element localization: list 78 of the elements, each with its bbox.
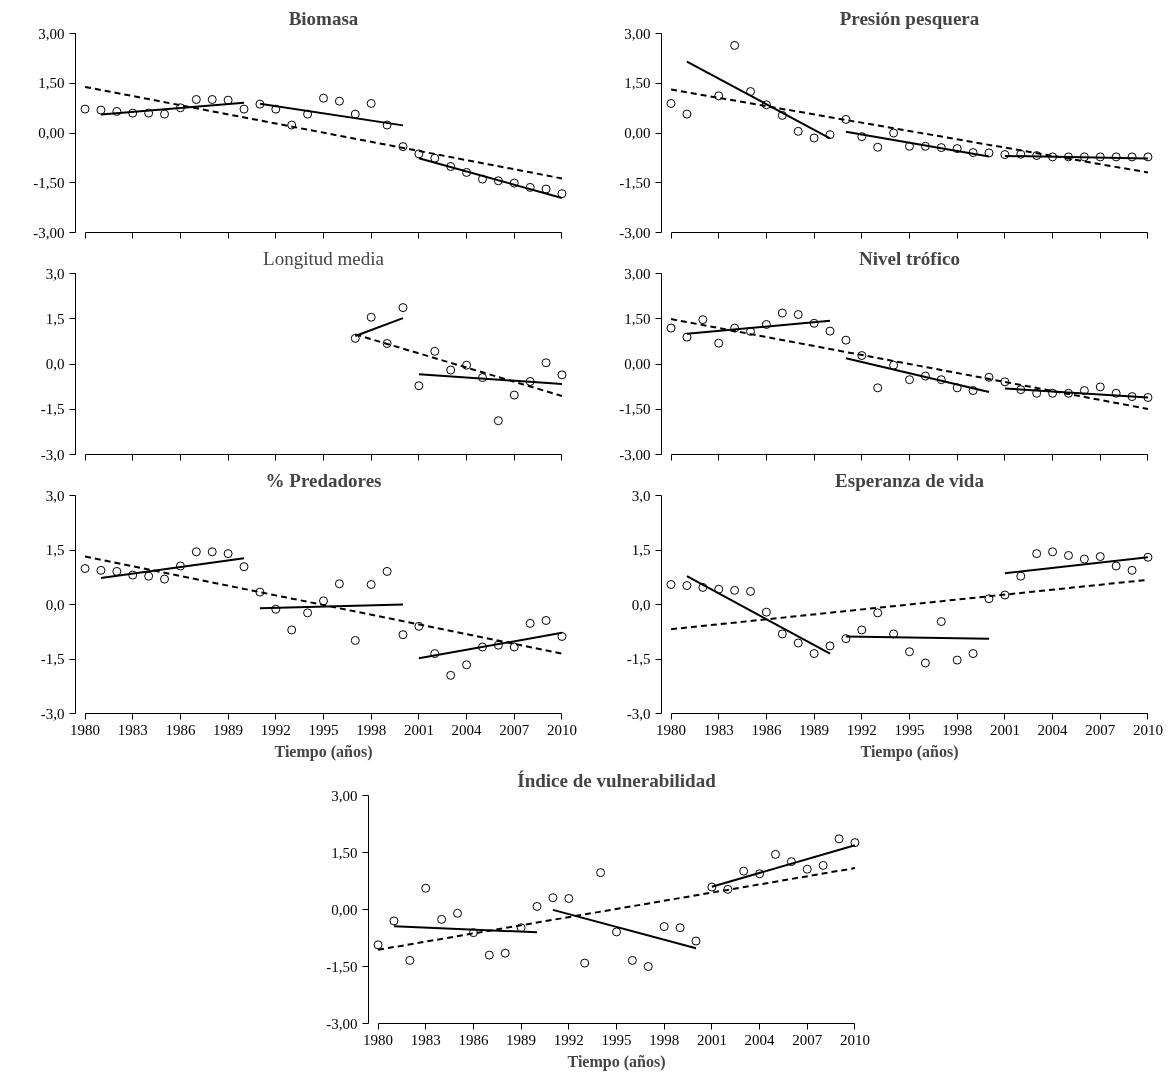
x-tick-label: 1989 [799,721,830,738]
chart-title: Longitud media [263,247,385,269]
y-tick-label: -1,50 [33,174,65,191]
y-tick-label: 0,00 [624,125,651,141]
x-tick-label: 1995 [894,721,925,738]
x-tick-label: 1980 [70,721,101,738]
y-tick-label: -1,50 [326,958,358,975]
chart-title: Nivel trófico [859,247,960,269]
x-tick-label: 1992 [553,1031,584,1048]
x-tick-label: 1983 [703,721,734,738]
y-tick-label: 0,00 [624,356,651,372]
y-tick-label: -3,0 [626,705,651,722]
y-tick-label: 1,5 [631,542,651,558]
x-tick-label: 1998 [356,721,387,738]
y-tick-label: -1,5 [626,651,651,667]
x-tick-label: 1998 [942,721,973,738]
y-tick-label: -1,5 [40,401,65,418]
x-axis-title: Tiempo (años) [274,742,373,761]
x-tick-label: 1986 [165,721,196,738]
chart-title: Esperanza de vida [835,469,985,491]
y-tick-label: 3,00 [38,25,65,42]
y-tick-label: -3,0 [40,446,65,463]
y-tick-label: 0,0 [631,596,651,613]
y-tick-label: 3,00 [331,787,358,804]
y-tick-label: -3,00 [326,1015,358,1032]
y-tick-label: 1,50 [624,310,651,327]
y-tick-label: -3,00 [33,224,65,241]
x-tick-label: 1983 [410,1031,441,1048]
y-tick-label: 3,00 [624,25,651,42]
x-axis-title: Tiempo (años) [567,1052,666,1071]
y-tick-label: 0,00 [331,901,358,918]
x-tick-label: 2007 [499,721,530,738]
y-tick-label: 1,5 [45,310,65,327]
y-tick-label: 1,5 [45,542,65,558]
x-tick-label: 1989 [506,1031,537,1048]
x-tick-label: 2010 [1132,721,1163,738]
y-tick-label: 0,0 [45,596,65,613]
y-tick-label: 3,0 [45,487,65,504]
y-tick-label: 0,00 [38,125,65,141]
y-tick-label: -3,0 [40,705,65,722]
y-tick-label: -3,00 [619,446,651,463]
x-tick-label: 1989 [213,721,244,738]
x-tick-label: 1986 [458,1031,489,1048]
x-tick-label: 1980 [656,721,687,738]
x-tick-label: 2001 [989,721,1020,738]
chart-title: Biomasa [288,7,359,29]
x-axis-title: Tiempo (años) [860,742,959,761]
x-tick-label: 1980 [363,1031,394,1048]
y-tick-label: -1,50 [619,401,651,418]
x-tick-label: 2004 [1037,721,1069,738]
y-tick-label: -1,50 [619,174,651,191]
x-tick-label: 2001 [403,721,434,738]
x-tick-label: 1983 [117,721,148,738]
x-tick-label: 2004 [451,721,483,738]
y-tick-label: 3,0 [631,487,651,504]
x-tick-label: 1995 [601,1031,632,1048]
y-tick-label: -1,5 [40,651,65,667]
y-tick-label: 1,50 [38,75,65,92]
x-tick-label: 2010 [546,721,577,738]
y-tick-label: 1,50 [331,844,358,861]
y-tick-label: -3,00 [619,224,651,241]
y-tick-label: 1,50 [624,75,651,92]
x-tick-label: 1998 [649,1031,680,1048]
x-tick-label: 2010 [839,1031,870,1048]
chart-title: Presión pesquera [839,7,980,29]
y-tick-label: 3,00 [624,265,651,282]
x-tick-label: 2004 [744,1031,776,1048]
x-tick-label: 1992 [846,721,877,738]
x-tick-label: 1986 [751,721,782,738]
x-tick-label: 2001 [696,1031,727,1048]
y-tick-label: 3,0 [45,265,65,282]
x-tick-label: 2007 [792,1031,823,1048]
x-tick-label: 1995 [308,721,339,738]
x-tick-label: 2007 [1085,721,1116,738]
chart-title: % Predadores [265,469,382,491]
x-tick-label: 1992 [260,721,291,738]
y-tick-label: 0,0 [45,356,65,372]
chart-title: Índice de vulnerabilidad [517,769,717,791]
